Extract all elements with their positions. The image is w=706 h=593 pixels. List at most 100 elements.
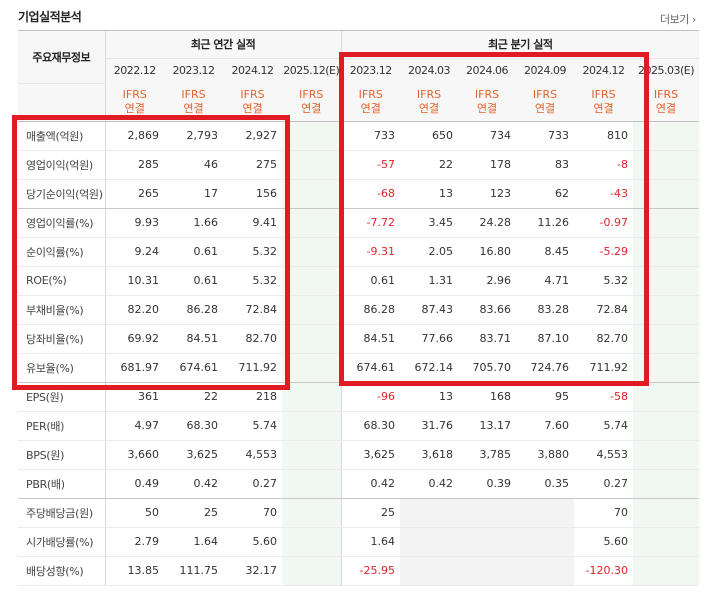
quarter-value-cell: 13.17: [458, 411, 517, 441]
quarter-value-cell: [633, 527, 699, 557]
annual-value-cell: 9.93: [105, 208, 164, 238]
quarter-value-cell: 11.26: [516, 208, 575, 238]
financial-table-wrapper: 주요재무정보 최근 연간 실적 최근 분기 실적 2022.12 2023.12 2…: [18, 30, 699, 593]
annual-value-cell: 2,927: [223, 121, 282, 151]
quarter-value-cell: [633, 179, 699, 209]
table-row: 유보율(%) 681.97 674.61 711.92 674.61 672.14 705.…: [18, 353, 699, 383]
quarter-value-cell: 672.14: [400, 353, 459, 383]
annual-value-cell: 25: [164, 498, 223, 528]
row-label: 주당배당금(원): [18, 498, 106, 528]
row-label: EPS(원): [18, 382, 106, 412]
row-label: 당좌비율(%): [18, 324, 106, 354]
annual-value-cell: 1.64: [164, 527, 223, 557]
quarter-value-cell: 734: [458, 121, 517, 151]
quarter-value-cell: -5.29: [574, 237, 634, 267]
quarter-value-cell: 1.31: [400, 266, 459, 296]
quarter-period-header: 2024.06: [458, 58, 517, 83]
quarter-value-cell: 84.51: [341, 324, 401, 354]
quarter-group-header: 최근 분기 실적: [341, 31, 699, 59]
annual-value-cell: 681.97: [105, 353, 164, 383]
ifrs-consolidated-header: IFRS 연결: [633, 83, 699, 122]
table-row: EPS(원) 361 22 218 -96 13 168 95 -58: [18, 382, 699, 412]
annual-value-cell: 218: [223, 382, 282, 412]
annual-value-cell: 9.24: [105, 237, 164, 267]
table-row: 당좌비율(%) 69.92 84.51 82.70 84.51 77.66 83.71 87.…: [18, 324, 699, 354]
quarter-value-cell: 0.42: [400, 469, 459, 499]
quarter-value-cell: -58: [574, 382, 634, 412]
annual-value-cell: [282, 498, 342, 528]
quarter-value-cell: 83.28: [516, 295, 575, 325]
quarter-value-cell: [633, 121, 699, 151]
quarter-period-header: 2024.03: [400, 58, 459, 83]
quarter-value-cell: 86.28: [341, 295, 401, 325]
ifrs-consolidated-header: IFRS 연결: [105, 83, 164, 122]
chevron-right-icon: ›: [688, 13, 696, 26]
quarter-period-header: 2023.12: [341, 58, 401, 83]
ifrs-consolidated-header: IFRS 연결: [400, 83, 459, 122]
quarter-value-cell: [633, 208, 699, 238]
quarter-value-cell: 62: [516, 179, 575, 209]
row-label: ROE(%): [18, 266, 106, 296]
annual-value-cell: 50: [105, 498, 164, 528]
table-row: 영업이익률(%) 9.93 1.66 9.41 -7.72 3.45 24.28 11.26-…: [18, 208, 699, 238]
quarter-value-cell: 25: [341, 498, 401, 528]
annual-value-cell: 0.27: [223, 469, 282, 499]
annual-value-cell: 68.30: [164, 411, 223, 441]
annual-value-cell: [282, 121, 342, 151]
quarter-value-cell: [458, 556, 517, 586]
quarter-value-cell: 123: [458, 179, 517, 209]
quarter-value-cell: 77.66: [400, 324, 459, 354]
quarter-value-cell: 0.61: [341, 266, 401, 296]
quarter-value-cell: 8.45: [516, 237, 575, 267]
row-label: 영업이익(억원): [18, 150, 106, 180]
annual-value-cell: [282, 527, 342, 557]
annual-value-cell: 9.41: [223, 208, 282, 238]
annual-value-cell: [282, 440, 342, 470]
quarter-value-cell: 0.27: [574, 469, 634, 499]
annual-value-cell: [282, 150, 342, 180]
quarter-value-cell: 4,553: [574, 440, 634, 470]
quarter-value-cell: 70: [574, 498, 634, 528]
quarter-period-header: 2024.09: [516, 58, 575, 83]
ifrs-consolidated-header: IFRS 연결: [574, 83, 634, 122]
quarter-value-cell: 650: [400, 121, 459, 151]
quarter-value-cell: -8: [574, 150, 634, 180]
ifrs-consolidated-header: IFRS 연결: [164, 83, 223, 122]
more-link[interactable]: 더보기 ›: [660, 13, 696, 26]
annual-value-cell: 3,660: [105, 440, 164, 470]
row-label: PER(배): [18, 411, 106, 441]
quarter-value-cell: 3.45: [400, 208, 459, 238]
annual-value-cell: [282, 353, 342, 383]
annual-value-cell: 4,553: [223, 440, 282, 470]
annual-period-header: 2024.12: [223, 58, 282, 83]
quarter-value-cell: 3,785: [458, 440, 517, 470]
annual-value-cell: 13.85: [105, 556, 164, 586]
quarter-value-cell: [458, 498, 517, 528]
ifrs-consolidated-header: IFRS 연결: [341, 83, 401, 122]
annual-value-cell: 2,793: [164, 121, 223, 151]
quarter-value-cell: 72.84: [574, 295, 634, 325]
quarter-value-cell: 4.71: [516, 266, 575, 296]
annual-value-cell: [282, 556, 342, 586]
quarter-value-cell: 168: [458, 382, 517, 412]
quarter-value-cell: 83.71: [458, 324, 517, 354]
annual-value-cell: 82.70: [223, 324, 282, 354]
quarter-value-cell: 724.76: [516, 353, 575, 383]
quarter-value-cell: -9.31: [341, 237, 401, 267]
quarter-value-cell: [633, 440, 699, 470]
quarter-value-cell: 2.05: [400, 237, 459, 267]
table-row: 영업이익(억원) 285 46 275 -57 22 178 83 -8: [18, 150, 699, 180]
row-label: 배당성향(%): [18, 556, 106, 586]
annual-value-cell: [282, 237, 342, 267]
quarter-value-cell: [633, 150, 699, 180]
quarter-period-header: 2025.03(E): [633, 58, 699, 83]
quarter-value-cell: [633, 556, 699, 586]
annual-value-cell: [282, 208, 342, 238]
annual-value-cell: 265: [105, 179, 164, 209]
table-row: 주당배당금(원) 50 25 70 25 70: [18, 498, 699, 528]
quarter-value-cell: 1.64: [341, 527, 401, 557]
annual-value-cell: 275: [223, 150, 282, 180]
ifrs-consolidated-header: IFRS 연결: [223, 83, 282, 122]
quarter-value-cell: 82.70: [574, 324, 634, 354]
annual-value-cell: 5.60: [223, 527, 282, 557]
